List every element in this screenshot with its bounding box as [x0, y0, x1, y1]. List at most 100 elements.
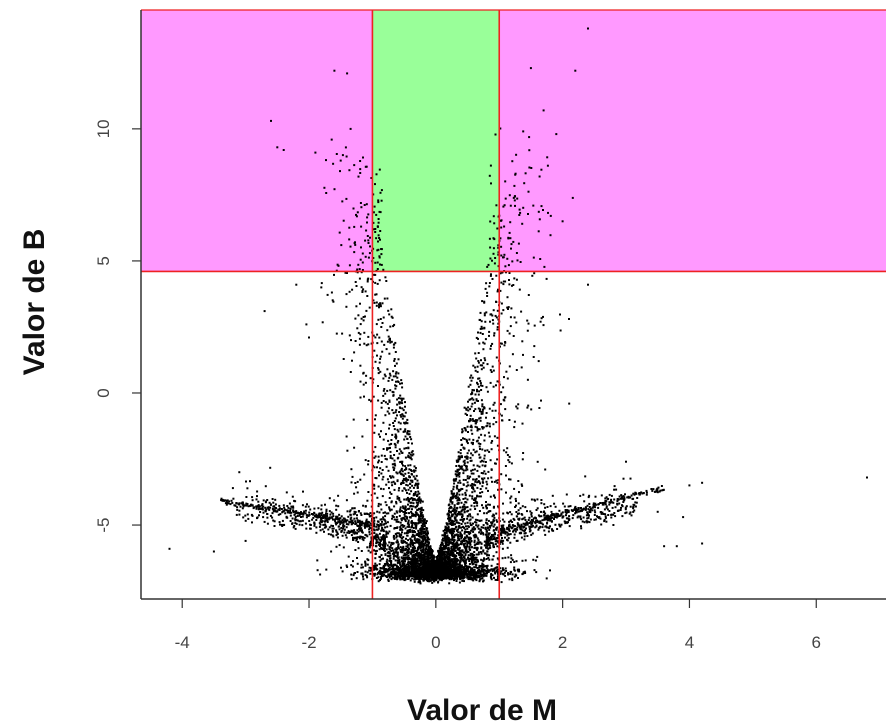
data-point	[437, 549, 440, 552]
data-point	[535, 571, 538, 574]
data-point	[463, 464, 466, 467]
data-point	[394, 572, 397, 575]
data-point	[382, 400, 385, 402]
data-point	[372, 378, 375, 381]
data-point	[372, 395, 375, 398]
data-point	[378, 474, 380, 477]
data-point	[396, 552, 399, 555]
data-point	[439, 545, 442, 547]
data-point	[482, 472, 485, 475]
data-point	[403, 468, 406, 471]
data-point	[448, 510, 450, 512]
data-point	[444, 575, 447, 578]
data-point	[428, 541, 430, 544]
data-point	[459, 564, 462, 567]
data-point	[449, 498, 452, 501]
data-point	[402, 525, 405, 528]
data-point	[505, 474, 507, 477]
data-point	[415, 577, 418, 580]
data-point	[467, 406, 470, 409]
data-point	[406, 556, 409, 559]
data-point	[472, 472, 475, 475]
data-point	[395, 510, 398, 513]
data-point	[455, 507, 458, 510]
data-point	[484, 574, 487, 577]
data-point	[469, 508, 472, 511]
data-point	[473, 483, 475, 486]
data-point	[411, 484, 414, 487]
data-point	[351, 565, 354, 568]
data-point	[479, 482, 482, 485]
data-point	[396, 441, 399, 444]
data-point	[439, 546, 442, 549]
data-point	[396, 539, 399, 542]
data-point	[419, 510, 422, 513]
data-point	[460, 537, 463, 540]
data-point	[419, 535, 422, 538]
data-point	[398, 576, 401, 579]
data-point	[427, 551, 430, 554]
data-point	[382, 389, 385, 392]
data-point	[430, 558, 433, 561]
data-point	[403, 576, 406, 579]
data-point	[389, 509, 392, 512]
data-point	[451, 562, 454, 565]
data-point	[375, 477, 378, 480]
data-point	[462, 571, 465, 573]
data-point	[389, 341, 392, 344]
data-point	[350, 481, 353, 484]
data-point	[480, 519, 483, 522]
data-point	[426, 530, 429, 533]
data-point	[481, 459, 483, 462]
data-point	[408, 562, 411, 565]
data-point	[463, 556, 466, 559]
data-point	[462, 498, 465, 500]
data-point	[388, 506, 391, 509]
data-point	[388, 400, 391, 403]
data-point	[431, 574, 434, 577]
data-point	[411, 479, 414, 482]
data-point	[466, 498, 469, 501]
data-point	[487, 431, 490, 434]
data-point	[513, 277, 516, 280]
data-point	[458, 539, 461, 542]
data-point	[417, 535, 420, 538]
data-point	[386, 521, 389, 524]
data-point	[407, 455, 410, 458]
data-point	[395, 520, 398, 523]
data-point	[397, 397, 400, 400]
data-point	[510, 554, 513, 557]
data-point	[503, 253, 506, 256]
data-point	[360, 286, 363, 289]
data-point	[487, 571, 490, 573]
data-point	[489, 246, 492, 249]
data-point	[408, 558, 411, 560]
data-point	[485, 519, 488, 522]
data-point	[362, 539, 365, 542]
data-point	[469, 542, 472, 544]
data-point	[499, 403, 502, 406]
data-point	[481, 364, 484, 367]
data-point	[458, 489, 460, 492]
data-point	[502, 386, 505, 389]
data-point	[518, 208, 521, 211]
data-point	[495, 356, 498, 359]
data-point	[412, 475, 415, 478]
data-point	[496, 444, 499, 447]
data-point	[400, 473, 403, 476]
data-point	[392, 346, 395, 349]
data-point	[458, 574, 461, 577]
data-point	[432, 563, 435, 566]
data-point	[482, 570, 485, 573]
data-point	[398, 401, 401, 404]
data-point	[470, 374, 473, 377]
data-point	[413, 578, 416, 581]
data-point	[464, 528, 467, 531]
data-point	[476, 429, 479, 432]
data-point	[454, 513, 457, 516]
data-point	[470, 452, 473, 455]
data-point	[388, 399, 391, 402]
data-point	[481, 300, 484, 303]
data-point	[482, 565, 485, 568]
data-point	[335, 545, 338, 548]
